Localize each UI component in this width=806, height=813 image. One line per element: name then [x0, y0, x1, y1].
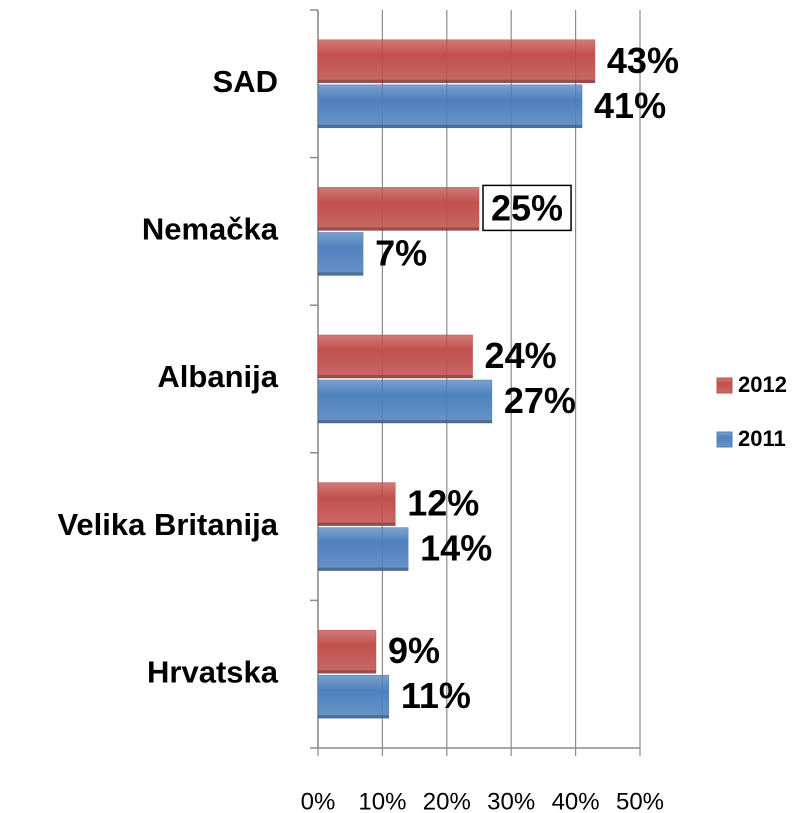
- category-label: SAD: [213, 64, 278, 99]
- data-label: 14%: [420, 528, 492, 569]
- category-label: Albanija: [157, 359, 278, 394]
- x-tick-label: 10%: [358, 788, 406, 813]
- category-label: Velika Britanija: [57, 507, 278, 542]
- bar: [317, 629, 377, 674]
- bar-shadow: [318, 227, 479, 231]
- bar-shadow: [318, 715, 389, 719]
- data-label: 43%: [607, 40, 679, 81]
- bar-shadow: [318, 375, 473, 378]
- data-label: 7%: [375, 232, 427, 273]
- data-label: 25%: [491, 187, 563, 228]
- label-box: [482, 184, 572, 232]
- legend-swatch: [716, 377, 733, 394]
- bar-shadow: [318, 670, 376, 674]
- bar-shadow: [318, 567, 409, 571]
- legend-label: 2011: [738, 426, 786, 451]
- bar: [317, 232, 364, 276]
- bar: [317, 39, 596, 84]
- category-label: Hrvatska: [147, 654, 279, 689]
- bar: [317, 187, 480, 231]
- legend-swatch: [716, 431, 733, 448]
- x-tick-label: 20%: [423, 788, 471, 813]
- data-label: 41%: [594, 85, 666, 126]
- bar: [317, 482, 396, 526]
- category-label: Nemačka: [142, 212, 279, 247]
- x-tick-label: 50%: [616, 788, 664, 813]
- bar-shadow: [318, 420, 492, 423]
- data-label: 24%: [485, 335, 557, 376]
- data-label: 9%: [388, 630, 440, 671]
- data-label: 27%: [504, 380, 576, 421]
- x-tick-label: 0%: [301, 788, 336, 813]
- bar: [317, 334, 473, 379]
- x-tick-label: 40%: [552, 788, 600, 813]
- x-tick-label: 30%: [487, 788, 535, 813]
- bar-shadow: [318, 272, 364, 276]
- bar: [317, 379, 493, 424]
- bar: [317, 674, 390, 719]
- bar: [317, 527, 409, 571]
- bar-shadow: [318, 79, 595, 83]
- data-label: 12%: [407, 483, 479, 524]
- bar-shadow: [318, 522, 396, 526]
- data-label: 11%: [401, 675, 471, 716]
- legend-label: 2012: [738, 372, 787, 397]
- bar-shadow: [318, 124, 583, 128]
- bar: [317, 84, 583, 129]
